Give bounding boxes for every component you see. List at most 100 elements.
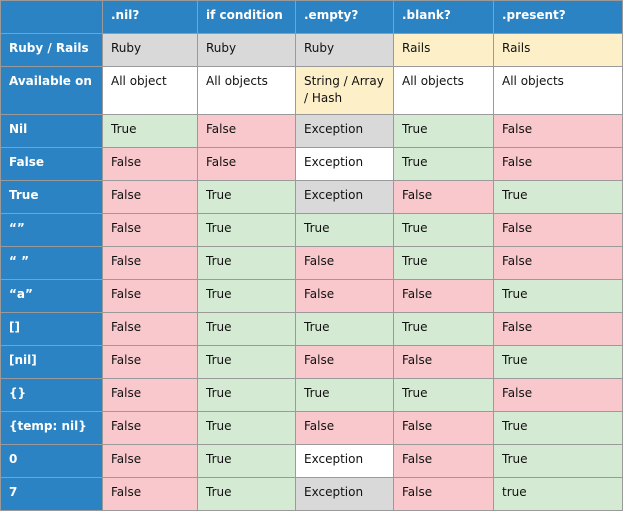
cell: Exception [295, 444, 394, 478]
cell: False [102, 411, 198, 445]
header-cell: .empty? [295, 0, 394, 34]
cell: True [393, 114, 494, 148]
cell: True [493, 411, 623, 445]
cell: False [102, 312, 198, 346]
cell: False [102, 279, 198, 313]
cell: String / Array / Hash [295, 66, 394, 115]
cell: True [197, 378, 296, 412]
cell: True [197, 279, 296, 313]
cell: False [295, 279, 394, 313]
row-label: [] [0, 312, 103, 346]
cell: True [493, 180, 623, 214]
cell: True [197, 213, 296, 247]
cell: True [393, 213, 494, 247]
row-label: Available on [0, 66, 103, 115]
cell: True [197, 312, 296, 346]
header-cell: .nil? [102, 0, 198, 34]
table-row: Available on All object All objects String … [0, 66, 623, 115]
cell: False [295, 345, 394, 379]
cell: All object [102, 66, 198, 115]
cell: False [102, 444, 198, 478]
table-row: [nil] False True False False True [0, 345, 623, 379]
header-cell [0, 0, 103, 34]
cell: False [102, 378, 198, 412]
row-label: Ruby / Rails [0, 33, 103, 67]
table-row: Ruby / Rails Ruby Ruby Ruby Rails Rails [0, 33, 623, 67]
cell: False [197, 114, 296, 148]
cell: True [493, 345, 623, 379]
cell: Exception [295, 477, 394, 511]
row-label: “” [0, 213, 103, 247]
header-row: .nil? if condition .empty? .blank? .present? [0, 0, 623, 34]
row-label: {} [0, 378, 103, 412]
cell: False [493, 114, 623, 148]
cell: True [295, 312, 394, 346]
row-label: [nil] [0, 345, 103, 379]
cell: All objects [393, 66, 494, 115]
row-label: {temp: nil} [0, 411, 103, 445]
cell: True [295, 213, 394, 247]
cell: False [102, 213, 198, 247]
table-row: “a” False True False False True [0, 279, 623, 313]
cell: True [197, 477, 296, 511]
cell: Rails [393, 33, 494, 67]
cell: True [493, 279, 623, 313]
table-row: {temp: nil} False True False False True [0, 411, 623, 445]
row-label: 0 [0, 444, 103, 478]
cell: True [493, 444, 623, 478]
table-row: 7 False True Exception False true [0, 477, 623, 511]
cell: Exception [295, 114, 394, 148]
table-row: False False False Exception True False [0, 147, 623, 181]
cell: False [393, 411, 494, 445]
cell: False [393, 180, 494, 214]
table-row: “ ” False True False True False [0, 246, 623, 280]
cell: False [295, 411, 394, 445]
table-row: Nil True False Exception True False [0, 114, 623, 148]
cell: False [493, 147, 623, 181]
cell: False [393, 345, 494, 379]
cell: Rails [493, 33, 623, 67]
cell: False [102, 147, 198, 181]
cell: True [393, 147, 494, 181]
cell: False [102, 246, 198, 280]
cell: All objects [493, 66, 623, 115]
cell: true [493, 477, 623, 511]
row-label: “a” [0, 279, 103, 313]
cell: False [102, 345, 198, 379]
cell: False [295, 246, 394, 280]
cell: False [393, 279, 494, 313]
cell: Ruby [102, 33, 198, 67]
cell: False [102, 180, 198, 214]
cell: True [295, 378, 394, 412]
row-label: Nil [0, 114, 103, 148]
row-label: True [0, 180, 103, 214]
cell: True [102, 114, 198, 148]
cell: False [493, 378, 623, 412]
cell: False [493, 213, 623, 247]
table-row: [] False True True True False [0, 312, 623, 346]
cell: False [493, 246, 623, 280]
cell: False [197, 147, 296, 181]
cell: True [197, 411, 296, 445]
cell: False [493, 312, 623, 346]
row-label: 7 [0, 477, 103, 511]
header-cell: if condition [197, 0, 296, 34]
cell: False [393, 477, 494, 511]
cell: True [197, 246, 296, 280]
cell: Ruby [197, 33, 296, 67]
table-row: {} False True True True False [0, 378, 623, 412]
header-cell: .present? [493, 0, 623, 34]
cell: True [393, 312, 494, 346]
cell: All objects [197, 66, 296, 115]
cell: Exception [295, 180, 394, 214]
cell: True [197, 345, 296, 379]
table-row: 0 False True Exception False True [0, 444, 623, 478]
cell: Exception [295, 147, 394, 181]
row-label: “ ” [0, 246, 103, 280]
cell: True [197, 444, 296, 478]
row-label: False [0, 147, 103, 181]
cell: Ruby [295, 33, 394, 67]
cell: False [393, 444, 494, 478]
